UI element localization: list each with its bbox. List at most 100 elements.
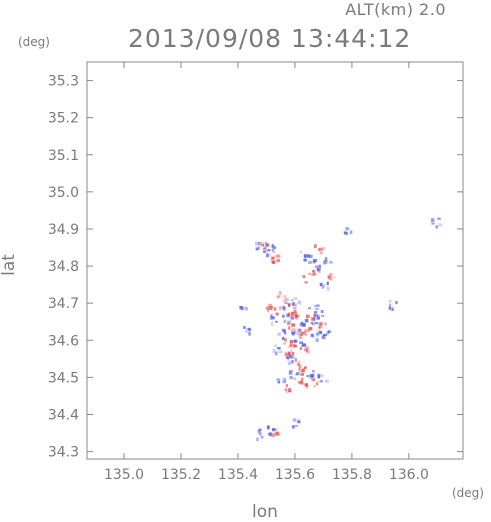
echo-point: [315, 265, 318, 268]
echo-point: [315, 338, 319, 343]
echo-point: [303, 275, 306, 279]
echo-point: [324, 379, 329, 383]
echo-point: [388, 300, 392, 303]
echo-point: [243, 326, 246, 329]
echo-point: [263, 247, 266, 251]
echo-point: [320, 380, 323, 383]
echo-point: [312, 378, 316, 382]
echo-point: [277, 332, 281, 336]
echo-point: [302, 275, 306, 279]
echo-point: [283, 342, 286, 345]
echo-point: [314, 322, 318, 325]
echo-point: [267, 253, 271, 257]
echo-point: [291, 359, 294, 364]
echo-point: [268, 305, 273, 310]
echo-point: [239, 305, 243, 309]
echo-point: [315, 382, 319, 386]
echo-point: [313, 313, 316, 317]
echo-point: [287, 304, 291, 307]
echo-point: [313, 272, 317, 276]
echo-point: [303, 366, 307, 369]
echo-point: [306, 254, 310, 258]
echo-point: [285, 353, 289, 357]
echo-point: [282, 377, 287, 382]
echo-point: [291, 323, 296, 327]
echo-point: [299, 251, 303, 254]
echo-point: [319, 247, 323, 251]
echo-point: [284, 388, 288, 391]
echo-point: [319, 324, 323, 329]
echo-point: [272, 247, 276, 250]
echo-point: [271, 260, 276, 264]
echo-point: [283, 378, 287, 382]
echo-point: [289, 343, 294, 348]
echo-point: [313, 260, 316, 264]
y-tick-label: 34.9: [48, 222, 79, 238]
echo-point: [274, 254, 278, 258]
echo-point: [288, 361, 291, 366]
echo-point: [300, 373, 304, 376]
echo-point: [290, 316, 295, 320]
echo-point: [275, 312, 279, 316]
echo-point: [276, 258, 281, 263]
echo-point: [315, 333, 320, 337]
echo-point: [269, 432, 272, 437]
echo-point: [283, 319, 287, 324]
echo-point: [317, 329, 320, 334]
echo-point: [323, 284, 326, 288]
y-tick-label: 34.5: [48, 370, 79, 386]
echo-point: [298, 329, 302, 333]
echo-point: [323, 259, 328, 264]
echo-point: [287, 312, 291, 317]
echo-point: [272, 261, 275, 264]
echo-point: [435, 225, 438, 229]
echo-point: [298, 367, 301, 372]
echo-point: [316, 304, 320, 307]
echo-point: [293, 297, 298, 300]
echo-point: [298, 364, 302, 368]
echo-point: [299, 346, 302, 351]
echo-point: [308, 272, 311, 276]
echo-point: [318, 380, 321, 383]
echo-point: [276, 295, 280, 299]
echo-point: [314, 311, 318, 314]
lon-unit-label: (deg): [452, 486, 484, 500]
echo-point: [271, 428, 275, 432]
echo-point: [299, 341, 304, 345]
echo-point: [267, 425, 270, 430]
echo-point: [308, 260, 312, 264]
echo-point: [349, 230, 353, 234]
echo-point: [270, 315, 273, 320]
echo-point: [327, 275, 332, 280]
echo-point: [326, 330, 329, 335]
echo-point: [296, 314, 300, 317]
echo-point: [324, 257, 328, 261]
ticks-layer: 135.0 135.2 135.4 135.6 135.8 136.0 34.3 34.4 34…: [48, 62, 463, 483]
echo-point: [286, 356, 290, 360]
echo-points-layer: [239, 217, 443, 442]
echo-point: [438, 223, 443, 227]
echo-point: [318, 248, 321, 251]
echo-point: [312, 271, 316, 276]
echo-point: [313, 315, 316, 320]
echo-point: [262, 242, 265, 247]
echo-point: [285, 390, 289, 393]
echo-point: [292, 418, 297, 422]
echo-point: [290, 349, 293, 354]
echo-point: [430, 218, 435, 222]
echo-point: [291, 299, 294, 302]
echo-point: [312, 370, 315, 373]
plot-frame: [86, 61, 464, 460]
echo-point: [388, 306, 391, 310]
echo-point: [305, 384, 309, 389]
echo-point: [246, 327, 250, 331]
echo-point: [263, 246, 267, 249]
echo-point: [310, 273, 314, 276]
echo-point: [274, 344, 278, 348]
echo-point: [296, 372, 300, 376]
echo-point: [248, 331, 251, 336]
echo-point: [287, 357, 290, 361]
x-tick-label: 135.4: [218, 467, 258, 483]
echo-point: [291, 331, 296, 335]
